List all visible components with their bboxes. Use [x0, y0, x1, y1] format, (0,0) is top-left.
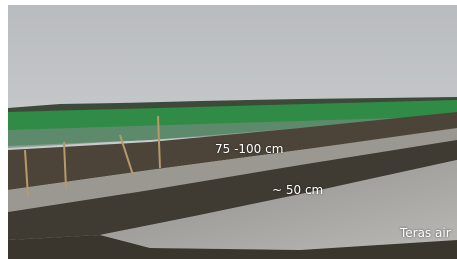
depth-label: 75 -100 cm [215, 142, 283, 156]
terrace-label: Teras air [400, 226, 451, 240]
depth-label: ~ 50 cm [272, 183, 323, 197]
page: {"labels": ["75 -100 cm", "~ 50 cm", "Te… [0, 0, 457, 259]
photo [0, 0, 457, 259]
